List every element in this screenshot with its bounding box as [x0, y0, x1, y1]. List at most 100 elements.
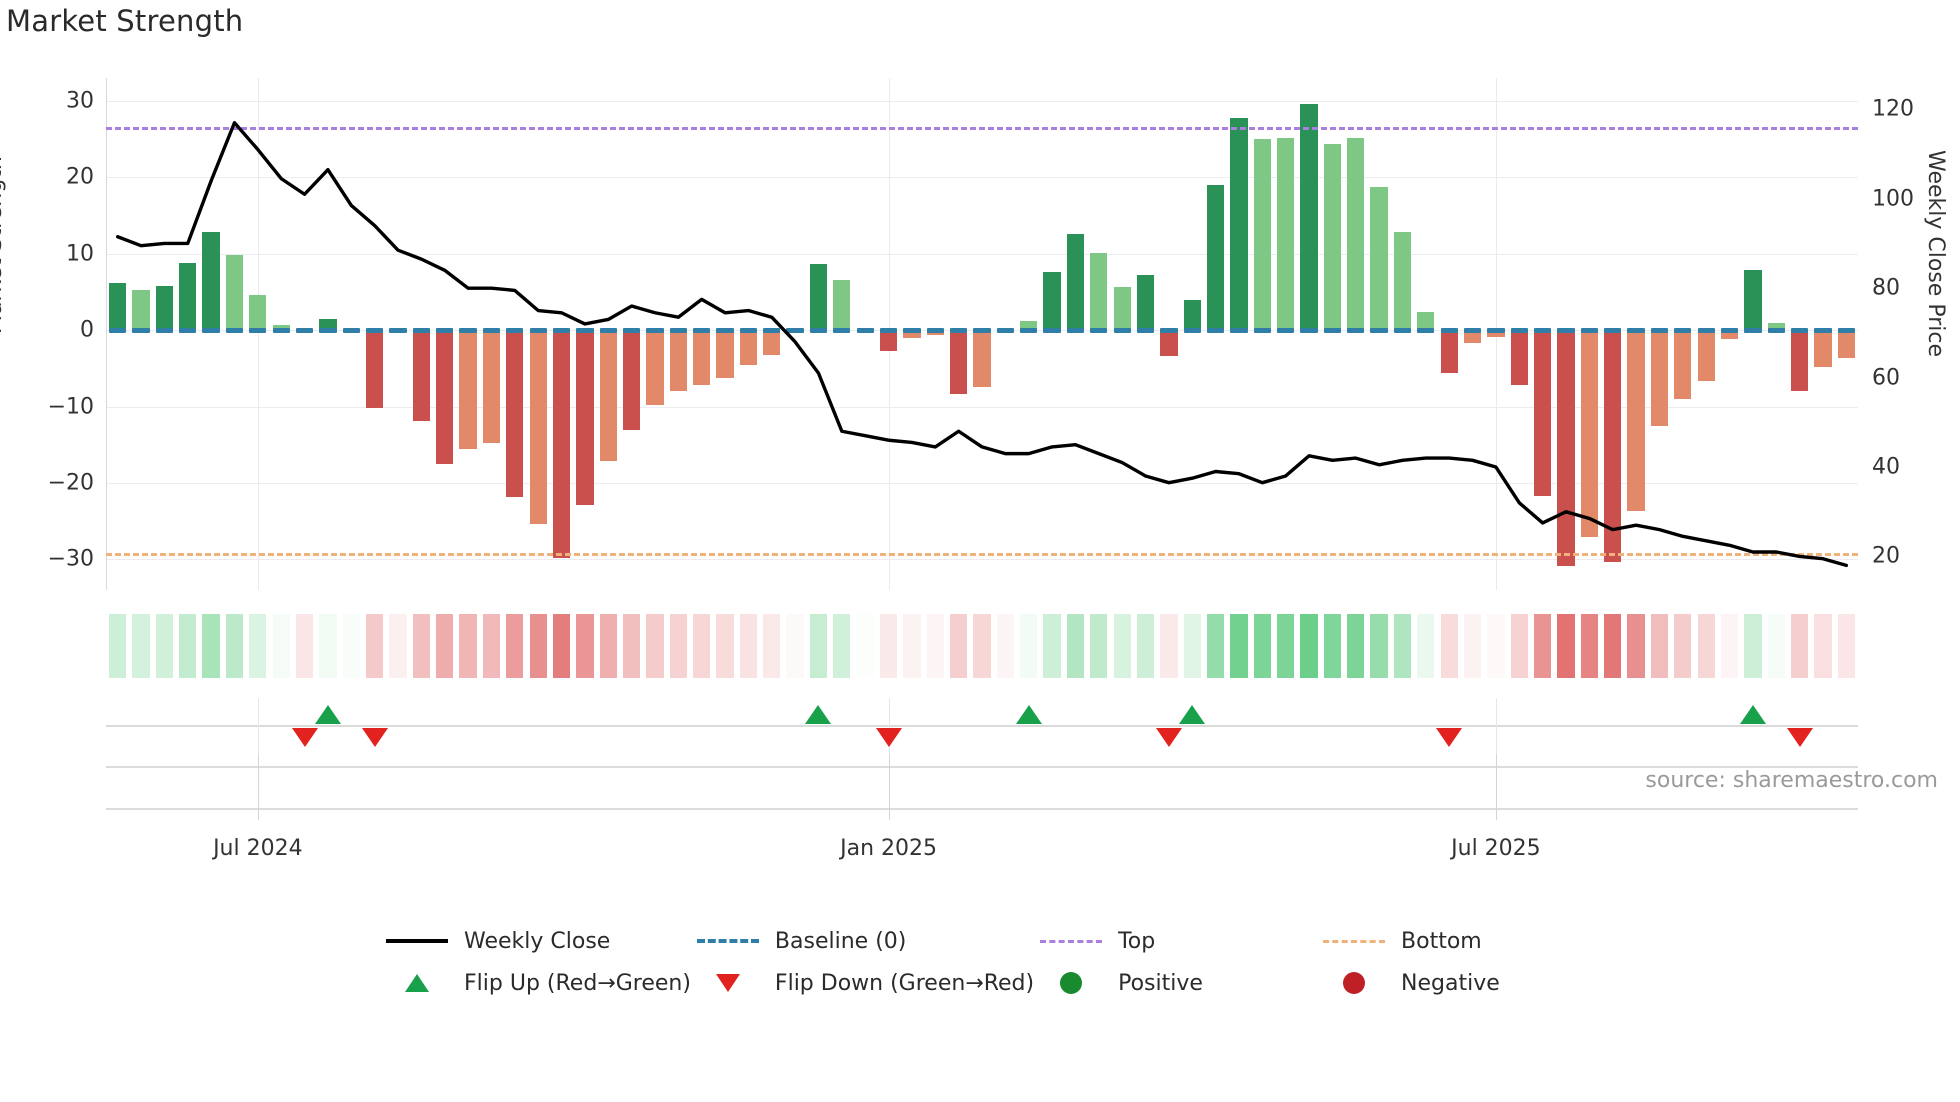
flip-up-marker [1179, 705, 1206, 724]
heat-cell [809, 614, 828, 678]
heat-cell [1160, 614, 1178, 678]
legend-item[interactable]: Flip Up (Red→Green) [380, 970, 691, 996]
strength-bar [1277, 138, 1295, 331]
heat-cell [1300, 614, 1318, 678]
strength-bar [1323, 143, 1342, 331]
baseline-segment [1533, 327, 1552, 333]
strength-bar [1440, 330, 1458, 373]
legend-item[interactable]: Baseline (0) [691, 928, 1034, 954]
heat-cell [529, 614, 547, 678]
baseline-segment [1417, 327, 1435, 333]
legend-item[interactable]: Bottom [1317, 928, 1600, 954]
baseline-segment [879, 327, 898, 333]
baseline-segment [155, 327, 174, 333]
x-axis-tick [1495, 754, 1497, 820]
heat-cell [693, 614, 711, 678]
heat-cell [1674, 614, 1692, 678]
flip-up-marker [805, 705, 832, 724]
strength-bar [202, 232, 220, 331]
baseline-segment [716, 327, 734, 333]
heat-cell [249, 614, 267, 678]
baseline-segment [1604, 327, 1622, 333]
baseline-segment [856, 327, 874, 333]
strength-bar [576, 330, 594, 506]
heat-cell [132, 614, 150, 678]
heat-cell [459, 614, 477, 678]
baseline-segment [1323, 327, 1342, 333]
heat-cell [319, 614, 337, 678]
strength-bar [1487, 330, 1505, 338]
strength-bar [763, 330, 781, 356]
strength-bar [482, 330, 501, 443]
baseline-segment [436, 327, 454, 333]
heat-cell [1814, 614, 1832, 678]
baseline-segment [249, 327, 267, 333]
heat-cell [669, 614, 687, 678]
strength-bar [179, 262, 197, 331]
strength-bar [599, 330, 617, 461]
baseline-segment [225, 327, 244, 333]
legend-item[interactable]: Weekly Close [380, 928, 691, 954]
main-plot-area [106, 78, 1858, 590]
strength-bar [1627, 330, 1645, 512]
legend-item[interactable]: Positive [1034, 970, 1317, 996]
strength-bar [833, 279, 851, 331]
heat-cell [1837, 614, 1855, 678]
baseline-segment [1510, 327, 1528, 333]
heat-cell [179, 614, 197, 678]
strength-bar [879, 330, 898, 351]
heat-cell [856, 614, 874, 678]
strength-bar [903, 330, 921, 338]
baseline-segment [1790, 327, 1809, 333]
heat-cell [1440, 614, 1458, 678]
heat-cell [786, 614, 804, 678]
strength-bar [109, 282, 127, 331]
heat-cell [1370, 614, 1388, 678]
legend-glyph-dashed-line-icon [691, 928, 765, 954]
gridline-h [106, 100, 1858, 102]
baseline-segment [1230, 327, 1248, 333]
flip-band-gridline [257, 698, 259, 754]
heat-cell [202, 614, 220, 678]
flip-down-marker [875, 728, 902, 747]
heat-cell [1790, 614, 1809, 678]
legend-glyph-dotted-line-icon [1317, 928, 1391, 954]
baseline-segment [109, 327, 127, 333]
heat-cell [973, 614, 991, 678]
legend-item[interactable]: Flip Down (Green→Red) [691, 970, 1034, 996]
baseline-segment [1066, 327, 1085, 333]
baseline-segment [506, 327, 524, 333]
gridline-h [106, 559, 1858, 561]
strength-bar [506, 330, 524, 497]
legend-item[interactable]: Top [1034, 928, 1317, 954]
strength-bar [225, 254, 244, 331]
strength-bar [365, 330, 384, 409]
strength-bar [132, 290, 150, 331]
flip-band-gridline [1495, 698, 1497, 754]
baseline-segment [1043, 327, 1061, 333]
heat-cell [996, 614, 1014, 678]
top-reference-line [106, 126, 1858, 130]
strength-bar [1790, 330, 1809, 392]
y-axis-left-label: Market Strength [0, 156, 7, 334]
chart-legend: Weekly Close Baseline (0) Top Bottom Flip Up… [380, 928, 1600, 996]
baseline-segment [1090, 327, 1108, 333]
strength-bar [1090, 252, 1108, 331]
flip-marker-band [106, 698, 1858, 754]
y-tick-right: 100 [1872, 186, 1914, 212]
baseline-segment [622, 327, 641, 333]
heat-cell [1043, 614, 1061, 678]
heat-cell [1744, 614, 1762, 678]
y-tick-left: −10 [47, 394, 94, 420]
baseline-segment [1113, 327, 1131, 333]
legend-label: Negative [1401, 970, 1500, 996]
heat-cell [436, 614, 454, 678]
heat-cell [622, 614, 641, 678]
legend-label: Baseline (0) [774, 928, 907, 954]
y-axis-right-label: Weekly Close Price [1923, 150, 1948, 357]
heat-cell [225, 614, 244, 678]
baseline-segment [1557, 327, 1575, 333]
baseline-segment [295, 327, 314, 333]
heat-cell [1136, 614, 1155, 678]
legend-item[interactable]: Negative [1317, 970, 1600, 996]
